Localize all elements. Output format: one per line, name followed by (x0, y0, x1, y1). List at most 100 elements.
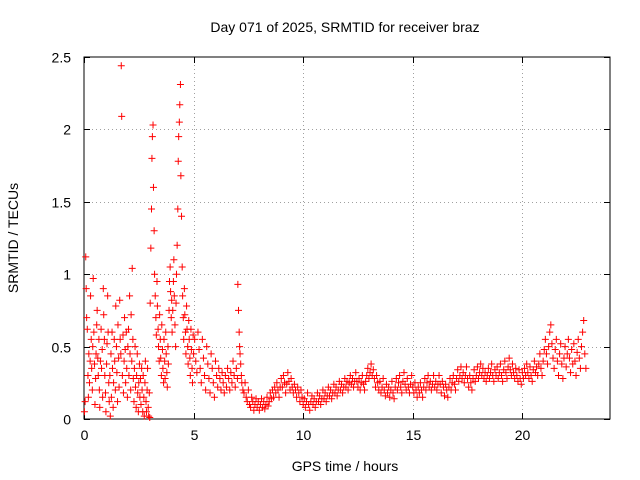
data-point (419, 393, 427, 401)
data-point (279, 372, 287, 380)
data-point (273, 379, 281, 387)
data-point (488, 360, 496, 368)
data-point (123, 364, 131, 372)
data-point (557, 340, 565, 348)
data-point (183, 302, 191, 310)
data-point (361, 386, 369, 394)
data-point (233, 374, 241, 382)
data-point (484, 364, 492, 372)
data-point (108, 364, 116, 372)
data-point (202, 386, 210, 394)
data-point (373, 372, 381, 380)
data-point (124, 343, 132, 351)
data-point (571, 357, 579, 365)
data-point (548, 340, 556, 348)
data-point (539, 357, 547, 365)
data-point (553, 357, 561, 365)
data-point (119, 389, 127, 397)
y-tick-label: 0 (63, 412, 71, 428)
data-point (396, 372, 404, 380)
data-point (129, 335, 137, 343)
data-point (146, 299, 154, 307)
data-point (145, 412, 153, 420)
data-point (468, 386, 476, 394)
data-point (364, 364, 372, 372)
data-point (140, 393, 148, 401)
data-point (133, 350, 141, 358)
data-point (559, 374, 567, 382)
data-point (572, 372, 580, 380)
data-point (179, 314, 187, 322)
data-point (205, 374, 213, 382)
data-point (125, 372, 133, 380)
data-point (235, 328, 243, 336)
data-point (317, 401, 325, 409)
data-point (188, 379, 196, 387)
data-point (442, 380, 450, 388)
data-point (87, 292, 95, 300)
data-point (380, 386, 388, 394)
data-point (100, 335, 108, 343)
data-point (216, 374, 224, 382)
data-point (369, 366, 377, 374)
data-point (545, 343, 553, 351)
grid-lines (84, 57, 610, 419)
data-point (578, 343, 586, 351)
data-point (161, 357, 169, 365)
data-point (111, 357, 119, 365)
data-point (490, 377, 498, 385)
data-point (91, 360, 99, 368)
data-point (156, 311, 164, 319)
data-point (114, 398, 122, 406)
data-point (186, 354, 194, 362)
data-point (513, 372, 521, 380)
data-point (190, 350, 198, 358)
data-point (423, 379, 431, 387)
data-point (115, 383, 123, 391)
data-point (188, 364, 196, 372)
data-point (153, 277, 161, 285)
data-point (403, 374, 411, 382)
data-point (128, 357, 136, 365)
data-point (524, 369, 532, 377)
data-point (181, 311, 189, 319)
data-point (564, 335, 572, 343)
data-point (187, 325, 195, 333)
data-point (217, 386, 225, 394)
plot-frame (83, 56, 611, 420)
data-point (552, 335, 560, 343)
data-point (221, 372, 229, 380)
data-point (416, 379, 424, 387)
data-point (379, 374, 387, 382)
data-point (164, 343, 172, 351)
data-point (301, 403, 309, 411)
data-point (397, 383, 405, 391)
data-point (153, 302, 161, 310)
data-point (130, 364, 138, 372)
data-point (176, 101, 184, 109)
data-point (177, 172, 185, 180)
data-point (141, 357, 149, 365)
data-point (494, 374, 502, 382)
data-point (537, 364, 545, 372)
data-point (134, 389, 142, 397)
data-point (386, 393, 394, 401)
data-point (179, 292, 187, 300)
data-point (132, 383, 140, 391)
data-point (275, 393, 283, 401)
data-point (562, 363, 570, 371)
data-point (181, 328, 189, 336)
data-point (502, 369, 510, 377)
data-point (162, 328, 170, 336)
data-point (377, 389, 385, 397)
y-tick-label: 1 (63, 267, 71, 283)
data-point (171, 321, 179, 329)
data-point (191, 335, 199, 343)
data-point (567, 369, 575, 377)
data-point (241, 379, 249, 387)
data-point (180, 285, 188, 293)
data-point (473, 363, 481, 371)
data-point (460, 379, 468, 387)
data-point (235, 306, 243, 314)
data-point (536, 350, 544, 358)
